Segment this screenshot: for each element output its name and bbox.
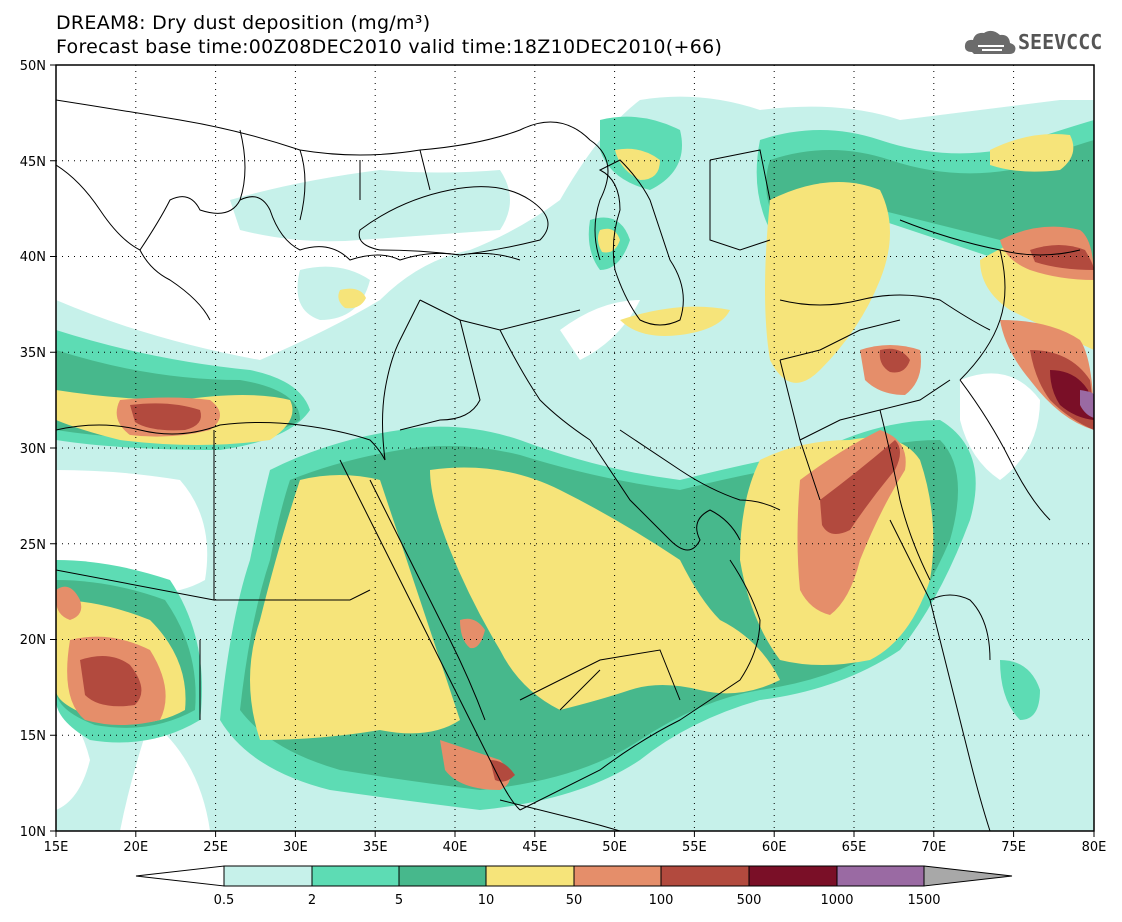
- lat-label: 30N: [20, 442, 46, 457]
- colorbar-swatch: [223, 865, 313, 887]
- colorbar-labels: 0.5 2 5 10 50 100 500 1000 1500: [214, 893, 941, 908]
- deposition-band-1000-1500: [1080, 390, 1094, 418]
- lon-label: 20E: [123, 840, 148, 855]
- lon-label: 75E: [1001, 840, 1026, 855]
- lon-label: 60E: [762, 840, 787, 855]
- lat-label: 10N: [20, 825, 46, 840]
- colorbar-swatch: [311, 865, 400, 887]
- logo-text: SEEVCCC: [1018, 30, 1103, 54]
- lon-label: 45E: [522, 840, 547, 855]
- colorbar-swatch: [398, 865, 487, 887]
- lat-label: 20N: [20, 633, 46, 648]
- lat-label: 35N: [20, 346, 46, 361]
- colorbar-swatch: [485, 865, 575, 887]
- lon-label: 40E: [443, 840, 468, 855]
- lat-label: 15N: [20, 729, 46, 744]
- lat-label: 25N: [20, 538, 46, 553]
- lon-label: 30E: [283, 840, 308, 855]
- colorbar-swatch: [660, 865, 750, 887]
- colorbar-label: 1500: [907, 893, 940, 908]
- lon-label: 25E: [203, 840, 228, 855]
- graticule: [56, 65, 1094, 831]
- colorbar-label: 0.5: [214, 893, 235, 908]
- deposition-field: [56, 96, 1094, 831]
- lat-label: 50N: [20, 59, 46, 74]
- colorbar-label: 1000: [820, 893, 853, 908]
- lon-label: 50E: [602, 840, 627, 855]
- lon-label: 65E: [842, 840, 867, 855]
- colorbar-label: 5: [395, 893, 403, 908]
- lon-label: 35E: [363, 840, 388, 855]
- seevccc-cloud-logo-icon: [964, 30, 1016, 54]
- colorbar-label: 50: [566, 893, 583, 908]
- colorbar-label: 10: [478, 893, 495, 908]
- colorbar: [135, 865, 1013, 887]
- map-subtitle: Forecast base time:00Z08DEC2010 valid ti…: [56, 36, 723, 58]
- axis-ticks: [50, 64, 1095, 837]
- colorbar-under-triangle: [135, 865, 225, 887]
- map-title: DREAM8: Dry dust deposition (mg/m³): [56, 12, 431, 34]
- lon-label: 80E: [1082, 840, 1107, 855]
- lat-label: 40N: [20, 250, 46, 265]
- colorbar-label: 500: [737, 893, 762, 908]
- lat-label: 45N: [20, 155, 46, 170]
- colorbar-over-triangle: [923, 865, 1013, 887]
- lon-label: 55E: [682, 840, 707, 855]
- latitude-labels: 10N 15N 20N 25N 30N 35N 40N 45N 50N: [20, 59, 46, 840]
- colorbar-swatch: [836, 865, 925, 887]
- longitude-labels: 15E 20E 25E 30E 35E 40E 45E 50E 55E 60E …: [44, 840, 1107, 855]
- coastlines-and-borders: [56, 99, 1081, 831]
- lon-label: 15E: [44, 840, 69, 855]
- colorbar-swatch: [573, 865, 662, 887]
- colorbar-label: 100: [649, 893, 674, 908]
- colorbar-label: 2: [308, 893, 316, 908]
- lon-label: 70E: [921, 840, 946, 855]
- colorbar-swatch: [748, 865, 838, 887]
